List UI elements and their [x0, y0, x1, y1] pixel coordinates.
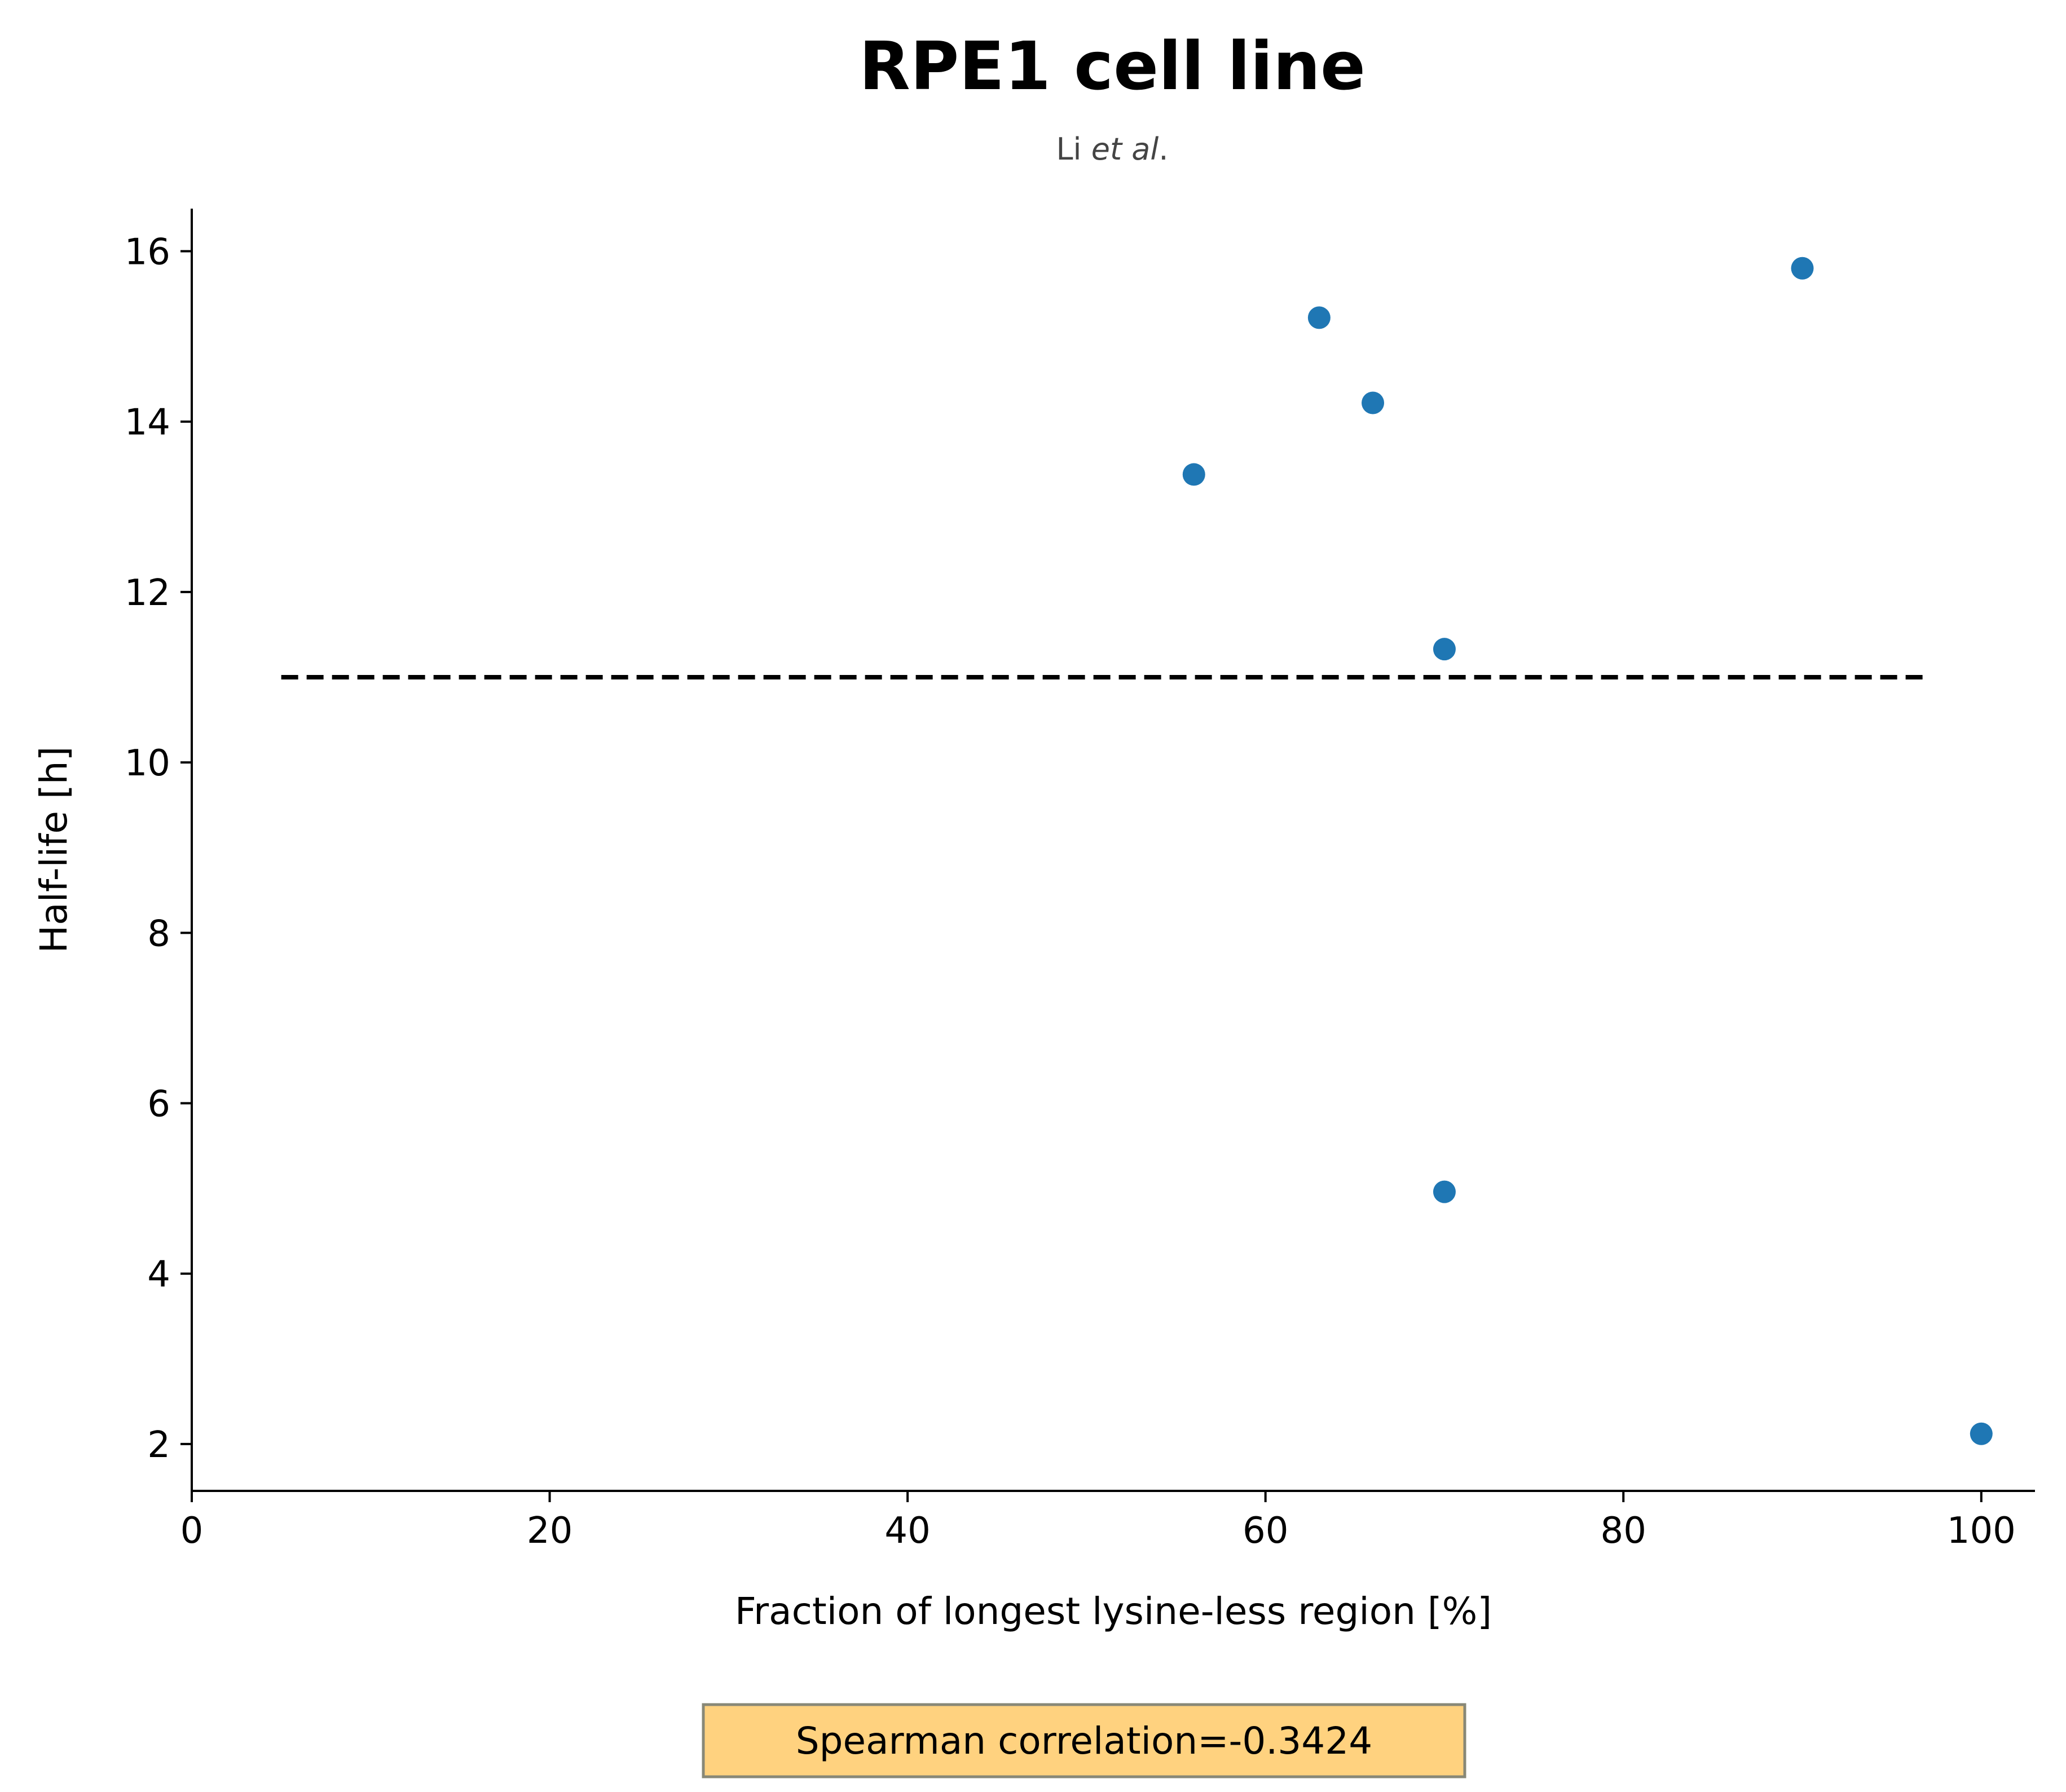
data-point [1182, 463, 1205, 486]
y-tick-label: 6 [147, 1084, 170, 1125]
subtitle-italic: et al [1091, 131, 1159, 167]
data-point [1433, 1180, 1456, 1203]
x-tick-label: 20 [527, 1510, 572, 1552]
x-tick-label: 0 [180, 1510, 204, 1552]
data-point [1307, 306, 1331, 329]
chart-title: RPE1 cell line [859, 27, 1365, 105]
plot-area [281, 257, 1993, 1445]
y-axis-label: Half-life [h] [32, 747, 76, 954]
data-point [1362, 391, 1385, 414]
x-tick-label: 80 [1601, 1510, 1646, 1552]
y-tick-label: 2 [147, 1424, 170, 1466]
x-axis-ticks: 0 20 40 60 80 100 [180, 1491, 2016, 1552]
y-tick-label: 16 [125, 232, 170, 273]
x-tick-label: 40 [884, 1510, 930, 1552]
annotation-box [702, 1703, 1466, 1778]
x-axis-label: Fraction of longest lysine-less region [… [735, 1590, 1492, 1633]
x-tick-label: 100 [1947, 1510, 2016, 1552]
data-point [1970, 1422, 1993, 1445]
subtitle-prefix: Li [1056, 131, 1091, 167]
y-tick-label: 14 [125, 402, 170, 444]
y-axis-ticks: 2 4 6 8 10 12 14 16 [125, 232, 192, 1466]
data-point [1791, 257, 1814, 280]
x-tick-label: 60 [1243, 1510, 1288, 1552]
chart-subtitle: Li et al. [1056, 131, 1168, 167]
subtitle-suffix: . [1158, 131, 1168, 167]
y-tick-label: 4 [147, 1254, 170, 1296]
y-tick-label: 12 [125, 572, 170, 614]
y-tick-label: 8 [147, 913, 170, 955]
data-point [1433, 638, 1456, 661]
annotation-text: Spearman correlation=-0.3424 [796, 1719, 1373, 1763]
y-tick-label: 10 [125, 743, 170, 784]
correlation-annotation: Spearman correlation=-0.3424 [702, 1703, 1466, 1778]
